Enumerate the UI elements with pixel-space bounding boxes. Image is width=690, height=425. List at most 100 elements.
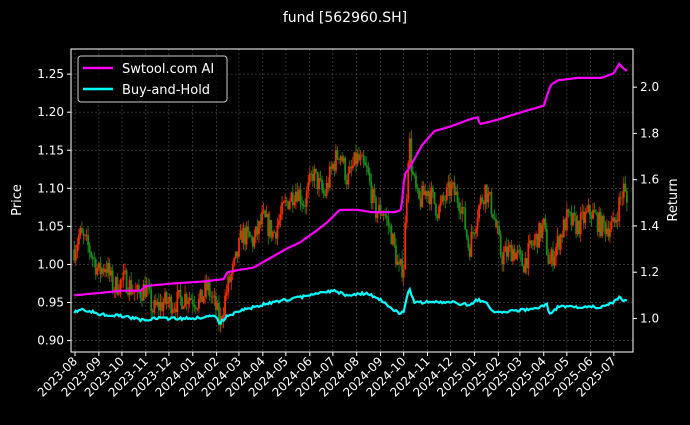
candle-body xyxy=(584,212,587,224)
candle-body xyxy=(401,259,404,278)
candle-body xyxy=(234,251,237,259)
candle-body xyxy=(567,209,570,213)
chart-title: fund [562960.SH] xyxy=(283,10,407,26)
candle-body xyxy=(216,303,219,310)
candle-body xyxy=(625,191,628,203)
candle-body xyxy=(585,211,588,213)
candle-body xyxy=(102,268,105,272)
candle-body xyxy=(605,228,608,235)
candle-body xyxy=(107,263,109,273)
candle-body xyxy=(542,218,545,225)
series-lines xyxy=(73,62,628,325)
candle-body xyxy=(253,236,256,247)
candle-body xyxy=(327,182,330,188)
candle-body xyxy=(84,235,86,236)
candle-body xyxy=(328,166,331,188)
candle-body xyxy=(157,301,160,311)
candle-body xyxy=(590,214,593,219)
line-buy-and-hold xyxy=(73,286,628,325)
y2-tick-label: 1.4 xyxy=(640,219,659,233)
candle-body xyxy=(313,168,316,181)
candle-body xyxy=(121,279,123,281)
candle-body xyxy=(581,211,584,213)
candle-body xyxy=(273,231,276,233)
candle-body xyxy=(448,181,451,196)
candle-body xyxy=(519,250,522,254)
candle-body xyxy=(464,207,467,230)
candle-body xyxy=(405,199,408,223)
candle-body xyxy=(433,191,436,204)
candle-body xyxy=(359,156,362,161)
candle-body xyxy=(341,156,343,162)
candle-body xyxy=(365,165,368,168)
candle-body xyxy=(190,298,193,300)
candle-body xyxy=(364,162,367,166)
candle-body xyxy=(279,214,282,221)
candle-body xyxy=(130,280,133,294)
candle-body xyxy=(339,156,342,160)
candle-body xyxy=(221,316,223,321)
y-tick-label: 0.90 xyxy=(37,334,64,348)
candle-body xyxy=(525,258,528,269)
candle-body xyxy=(96,268,99,275)
candle-body xyxy=(609,229,611,237)
candle-body xyxy=(188,298,191,302)
candle-body xyxy=(167,302,170,304)
candle-body xyxy=(218,303,220,326)
candle-body xyxy=(194,307,197,309)
candle-body xyxy=(399,259,402,265)
candle-body xyxy=(544,218,547,229)
candle-body xyxy=(333,163,336,171)
candle-body xyxy=(461,207,464,214)
candle-body xyxy=(564,219,567,231)
candle-body xyxy=(624,183,627,192)
candle-body xyxy=(233,258,236,264)
candle-body xyxy=(390,226,393,245)
candle-body xyxy=(375,197,377,219)
candle-body xyxy=(230,273,233,282)
candle-body xyxy=(128,280,131,296)
candle-body xyxy=(501,255,504,265)
candle-body xyxy=(458,202,460,211)
candle-body xyxy=(607,228,610,237)
candle-body xyxy=(193,304,196,308)
candle-body xyxy=(538,223,541,248)
candle-body xyxy=(541,224,544,238)
candle-body xyxy=(296,191,299,201)
candle-body xyxy=(154,300,157,306)
candle-body xyxy=(185,294,188,304)
candle-body xyxy=(425,191,428,197)
candle-body xyxy=(422,185,425,196)
candle-body xyxy=(144,284,146,297)
candle-body xyxy=(562,219,565,238)
candle-body xyxy=(398,261,400,265)
candle-body xyxy=(305,191,308,207)
y2-tick-label: 1.2 xyxy=(640,265,659,279)
candle-body xyxy=(533,239,536,246)
candle-body xyxy=(228,276,231,282)
candle-body xyxy=(133,292,136,293)
candle-body xyxy=(478,205,480,219)
candle-body xyxy=(368,172,371,182)
candle-body xyxy=(81,227,83,233)
candle-body xyxy=(473,233,476,235)
candle-body xyxy=(330,166,333,169)
candle-body xyxy=(569,212,571,214)
candle-body xyxy=(199,289,202,299)
candle-body xyxy=(256,226,259,235)
candle-body xyxy=(261,212,263,225)
candle-body xyxy=(465,229,468,238)
candle-body xyxy=(555,246,557,257)
candle-body xyxy=(410,138,413,172)
candle-body xyxy=(268,220,271,237)
candle-body xyxy=(315,168,317,172)
candle-body xyxy=(596,213,599,232)
candle-body xyxy=(91,256,94,259)
candle-body xyxy=(610,221,613,230)
candle-body xyxy=(391,233,394,245)
candle-body xyxy=(619,197,622,199)
candle-body xyxy=(205,282,208,291)
candle-body xyxy=(208,282,211,297)
candle-body xyxy=(345,180,348,185)
candle-body xyxy=(191,299,194,305)
